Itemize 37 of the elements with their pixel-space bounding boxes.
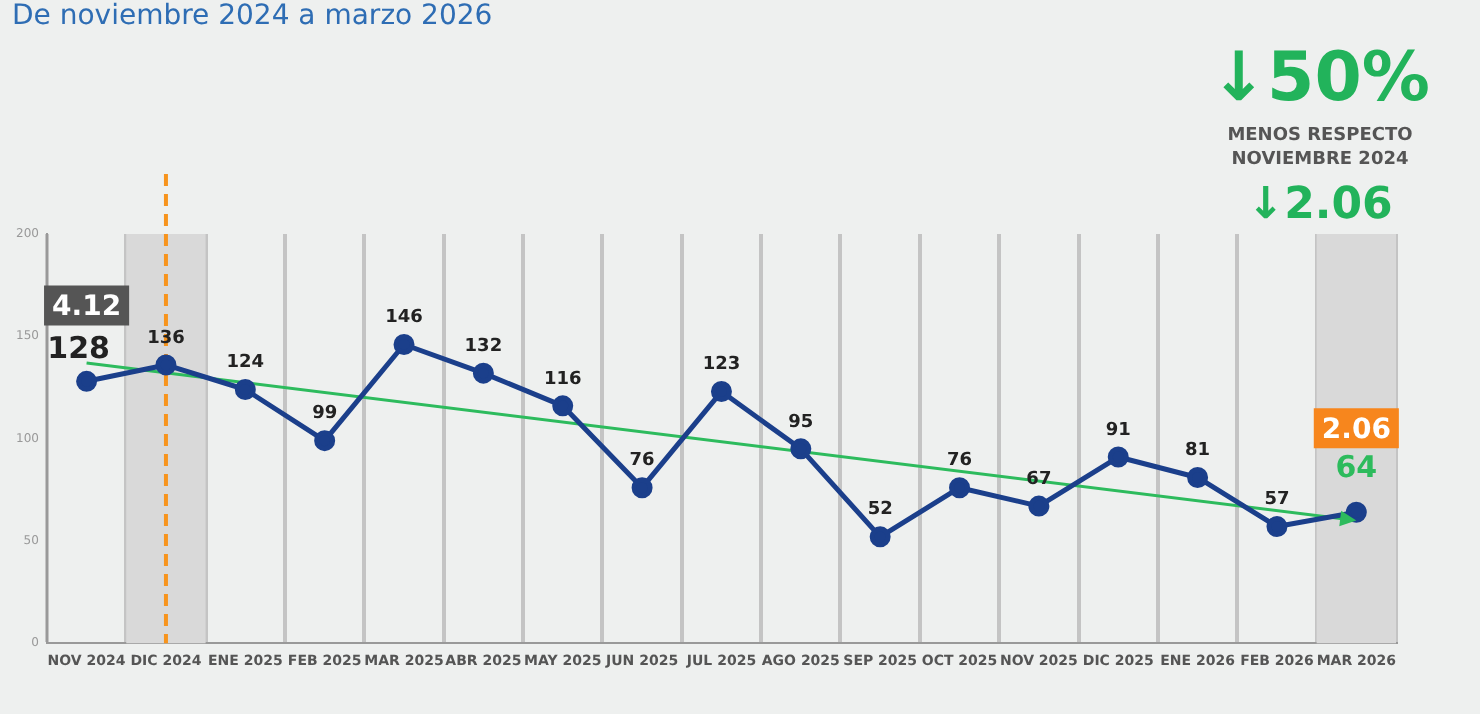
data-label: 128 bbox=[47, 330, 110, 367]
point bbox=[1107, 446, 1129, 468]
data-label: 132 bbox=[464, 336, 503, 357]
data-label: 57 bbox=[1264, 490, 1290, 511]
chart-title: De noviembre 2024 a marzo 2026 bbox=[12, 0, 493, 32]
point bbox=[1187, 466, 1209, 488]
point bbox=[949, 477, 971, 499]
data-label: 99 bbox=[312, 404, 338, 425]
data-label: 123 bbox=[702, 355, 741, 376]
point bbox=[552, 395, 574, 417]
data-label: 76 bbox=[947, 451, 973, 472]
text: MENOS RESPECTO NOVIEMBRE 2024 bbox=[1225, 124, 1415, 172]
data-label: 52 bbox=[867, 500, 893, 521]
data-label: 124 bbox=[226, 353, 265, 374]
point bbox=[393, 333, 415, 355]
data-label: 81 bbox=[1185, 441, 1211, 462]
data-label: 146 bbox=[385, 308, 423, 329]
point bbox=[472, 362, 494, 384]
annotation: 4.12 bbox=[52, 290, 122, 323]
point bbox=[314, 430, 336, 452]
data-label: 91 bbox=[1105, 420, 1131, 441]
data-label: 116 bbox=[543, 369, 582, 390]
data-label: 95 bbox=[788, 412, 814, 433]
point bbox=[234, 379, 256, 400]
point bbox=[155, 354, 177, 376]
point bbox=[1028, 495, 1050, 517]
point bbox=[710, 381, 732, 403]
point bbox=[631, 477, 653, 499]
point bbox=[76, 370, 98, 392]
text: ↓2.06 bbox=[1245, 180, 1395, 232]
point bbox=[869, 526, 891, 548]
data-label: 64 bbox=[1335, 449, 1378, 486]
point bbox=[1266, 516, 1288, 538]
point bbox=[790, 438, 812, 460]
annotation: 2.06 bbox=[1321, 413, 1391, 446]
data-label: 76 bbox=[629, 451, 655, 472]
text: ↓50% bbox=[1208, 38, 1432, 118]
